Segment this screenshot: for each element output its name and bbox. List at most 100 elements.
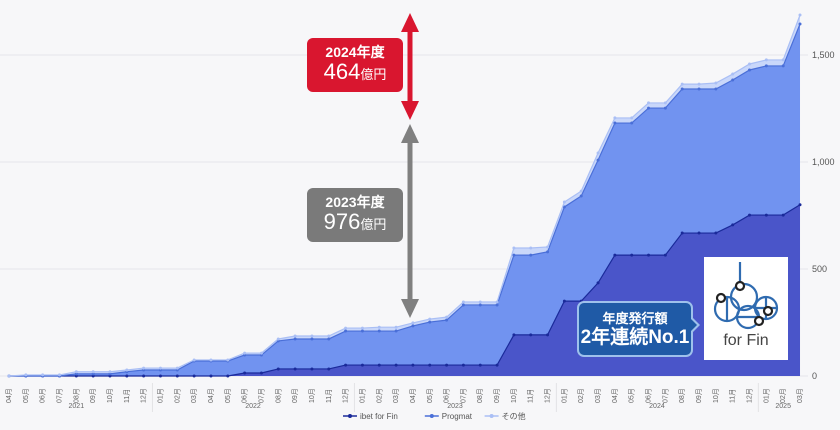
x-tick-label: 11月 <box>325 389 333 403</box>
data-point <box>478 300 482 304</box>
year-label: 2024 <box>649 403 665 410</box>
data-point <box>647 253 651 257</box>
data-point <box>529 246 533 250</box>
data-point <box>714 81 718 85</box>
data-point <box>714 87 718 91</box>
data-point <box>327 334 331 338</box>
data-point <box>529 333 533 337</box>
data-point <box>192 358 196 362</box>
y-axis: 0 500 1,000 1,500 <box>812 50 835 381</box>
x-tick-label: 11月 <box>123 389 131 403</box>
data-point <box>158 374 162 378</box>
year-label: 2025 <box>775 403 791 410</box>
data-point <box>495 363 499 367</box>
data-point <box>529 253 533 257</box>
data-point <box>74 374 78 378</box>
y-tick-label: 1,500 <box>812 50 835 60</box>
data-point <box>613 121 617 125</box>
badge-line1: 年度発行額 <box>602 311 668 326</box>
data-point <box>478 363 482 367</box>
data-point <box>495 303 499 307</box>
legend-marker <box>348 414 352 418</box>
y-tick-label: 0 <box>812 371 817 381</box>
data-point <box>310 334 314 338</box>
x-tick-label: 05月 <box>426 388 434 403</box>
data-point <box>546 250 550 254</box>
badge-pointer-inner <box>691 319 697 331</box>
data-point <box>579 194 583 198</box>
data-point <box>226 358 230 362</box>
data-point <box>764 213 768 217</box>
data-point <box>495 300 499 304</box>
x-tick-label: 09月 <box>695 388 703 403</box>
data-point <box>630 253 634 257</box>
data-point <box>546 333 550 337</box>
data-point <box>394 325 398 329</box>
no1-badge: 年度発行額 2年連続No.1 <box>577 301 700 357</box>
data-point <box>630 116 634 120</box>
red-arrow-up-head <box>401 13 419 32</box>
data-point <box>411 321 415 325</box>
legend[interactable]: ibet for Fin Progmat その他 <box>343 411 526 421</box>
data-point <box>731 223 735 227</box>
data-point <box>562 205 566 209</box>
x-tick-label: 06月 <box>443 388 451 403</box>
data-point <box>697 231 701 235</box>
data-point <box>562 299 566 303</box>
data-point <box>377 363 381 367</box>
legend-marker <box>429 414 434 418</box>
data-point <box>377 325 381 329</box>
data-point <box>411 363 415 367</box>
gray-arrow-down-head <box>401 299 419 318</box>
data-point <box>680 87 684 91</box>
data-point <box>344 326 348 330</box>
x-tick-label: 03月 <box>594 388 602 403</box>
x-tick-label: 10月 <box>106 388 114 403</box>
data-point <box>512 246 516 250</box>
data-point <box>461 303 465 307</box>
data-point <box>798 22 802 26</box>
data-point <box>276 337 280 341</box>
line-series <box>9 204 801 377</box>
x-tick-label: 03月 <box>190 388 198 403</box>
data-point <box>293 367 297 371</box>
x-tick-label: 03月 <box>392 388 400 403</box>
x-tick-label: 01月 <box>156 388 164 403</box>
data-point <box>764 64 768 68</box>
data-point <box>57 373 61 377</box>
data-point <box>192 374 196 378</box>
network-circles-icon <box>713 262 779 330</box>
data-point <box>259 351 263 355</box>
x-tick-label: 05月 <box>628 388 636 403</box>
data-point <box>781 213 785 217</box>
x-tick-label: 09月 <box>89 388 97 403</box>
data-point <box>562 200 566 204</box>
year-label: 2021 <box>69 403 85 410</box>
data-point <box>428 363 432 367</box>
data-point <box>630 121 634 125</box>
legend-item-label: その他 <box>502 411 526 421</box>
x-tick-label: 10月 <box>308 388 316 403</box>
x-tick-label: 06月 <box>39 388 47 403</box>
data-point <box>748 68 752 72</box>
annotation-arrows <box>401 13 419 318</box>
data-point <box>360 363 364 367</box>
x-tick-label: 09月 <box>291 388 299 403</box>
data-point <box>41 373 45 377</box>
data-point <box>394 363 398 367</box>
data-point <box>461 363 465 367</box>
data-point <box>461 300 465 304</box>
x-tick-label: 02月 <box>375 388 383 403</box>
data-point <box>781 64 785 68</box>
data-point <box>142 374 146 378</box>
data-point <box>478 303 482 307</box>
fy2023-unit: 億円 <box>360 217 387 232</box>
data-point <box>596 281 600 285</box>
fy2024-unit: 億円 <box>360 67 387 82</box>
data-point <box>394 329 398 333</box>
x-tick-label: 07月 <box>661 388 669 403</box>
legend-marker <box>489 414 494 418</box>
data-point <box>293 337 297 341</box>
x-tick-label: 04月 <box>611 388 619 403</box>
